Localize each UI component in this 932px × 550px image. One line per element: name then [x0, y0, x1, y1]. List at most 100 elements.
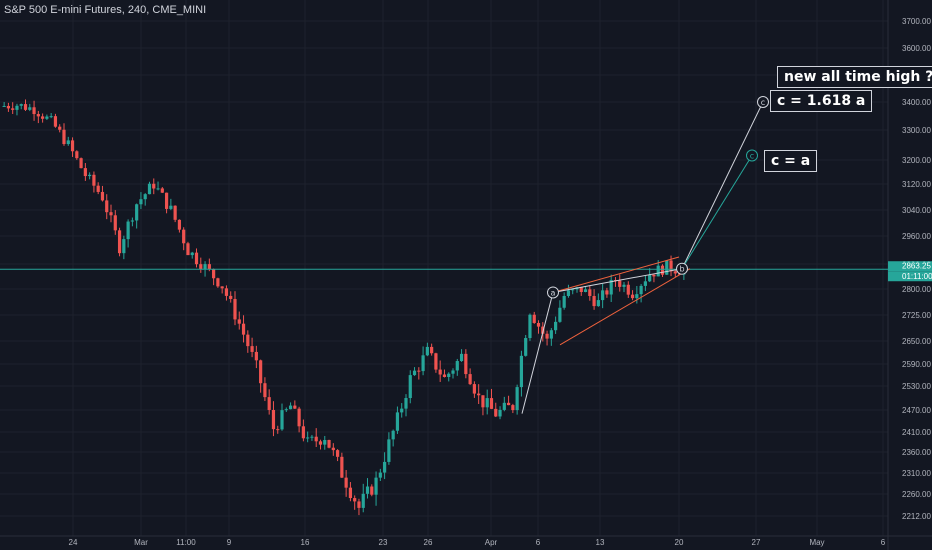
candle-body: [545, 333, 549, 339]
candle-body: [335, 450, 340, 457]
y-tick-label: 2800.00: [902, 285, 931, 294]
wave-c-equal-line: [681, 155, 753, 269]
candle-body: [177, 219, 182, 230]
candle-body: [49, 116, 53, 118]
candle-body: [417, 370, 421, 372]
candle-body: [28, 107, 32, 110]
candle-body: [135, 204, 139, 221]
y-tick-label: 3200.00: [902, 156, 931, 165]
candle-body: [92, 174, 96, 186]
y-tick-label: 2725.00: [902, 311, 931, 320]
x-tick-label: 24: [69, 538, 78, 547]
candle-body: [220, 286, 224, 289]
candle-body: [464, 353, 468, 375]
x-tick-label: 23: [379, 538, 388, 547]
candle-body: [421, 355, 425, 372]
candle-body: [23, 104, 28, 110]
current-price-label: 2863.25: [902, 262, 931, 271]
countdown-badge: [888, 271, 932, 282]
candle-body: [271, 409, 276, 430]
candle-body: [45, 116, 49, 119]
y-tick-label: 3040.00: [902, 206, 931, 215]
candle-body: [468, 374, 472, 385]
x-tick-label: 16: [301, 538, 310, 547]
candle-body: [395, 412, 400, 431]
candle-body: [306, 437, 310, 439]
candle-body: [554, 321, 558, 331]
candle-body: [246, 334, 250, 347]
candle-body: [536, 322, 541, 327]
candle-body: [32, 107, 36, 115]
candle-body: [365, 486, 370, 494]
y-tick-label: 3300.00: [902, 126, 931, 135]
candle-body: [15, 105, 19, 110]
candle-body: [370, 486, 374, 495]
wave-label-c-1618-circle: [757, 96, 769, 108]
candle-body: [6, 105, 11, 109]
x-tick-label: 26: [424, 538, 433, 547]
countdown-label: 01:11:00: [902, 272, 932, 281]
candle-body: [207, 264, 211, 270]
candle-body: [549, 330, 553, 339]
candle-body: [596, 300, 600, 307]
candle-body: [639, 285, 643, 295]
candle-body: [579, 287, 583, 292]
candle-body: [387, 439, 391, 462]
candle-body: [276, 429, 280, 431]
candle-body: [19, 104, 23, 106]
candle-body: [169, 205, 173, 209]
candle-body: [438, 369, 442, 375]
candle-body: [374, 477, 378, 495]
wave-label-a-circle: [547, 286, 559, 299]
candle-body: [2, 105, 6, 107]
y-tick-label: 2960.00: [902, 232, 931, 241]
candle-body: [186, 243, 190, 256]
candle-body: [259, 360, 263, 384]
candle-body: [506, 402, 511, 406]
candle-body: [434, 353, 438, 370]
y-tick-label: 2260.00: [902, 490, 931, 499]
candle-body: [79, 158, 83, 169]
candle-body: [515, 387, 519, 411]
y-tick-label: 2470.00: [902, 406, 931, 415]
candle-body: [323, 439, 327, 445]
candle-body: [378, 472, 382, 478]
candle-body: [241, 323, 246, 335]
x-tick-label: 9: [227, 538, 232, 547]
candle-body: [455, 361, 459, 371]
candle-body: [630, 294, 635, 299]
candle-body: [182, 229, 186, 244]
candle-body: [430, 346, 434, 354]
y-tick-label: 2310.00: [902, 469, 931, 478]
candle-body: [558, 307, 562, 322]
wave-label-b: b: [679, 265, 684, 274]
candle-body: [451, 370, 455, 374]
candle-body: [643, 281, 647, 286]
candle-body: [212, 269, 216, 279]
candle-body: [122, 239, 126, 254]
candle-body: [224, 288, 229, 296]
candle-body: [635, 294, 639, 299]
x-tick-label: 27: [752, 538, 761, 547]
candle-body: [571, 289, 575, 291]
candle-body: [524, 338, 528, 356]
candle-body: [301, 426, 305, 439]
candle-body: [511, 405, 515, 411]
candle-body: [11, 108, 15, 110]
candle-body: [100, 191, 105, 201]
x-tick-label: 6: [536, 538, 541, 547]
y-tick-label: 3120.00: [902, 180, 931, 189]
candle-body: [673, 271, 677, 274]
candle-body: [263, 383, 267, 398]
candle-body: [327, 439, 331, 448]
candle-body: [618, 280, 622, 287]
y-tick-label: 2212.00: [902, 512, 931, 521]
candle-body: [331, 447, 335, 451]
candle-body: [344, 477, 348, 488]
candle-body: [532, 314, 536, 323]
candle-body: [652, 274, 656, 277]
candle-body: [609, 280, 613, 295]
candle-body: [498, 409, 502, 417]
candle-body: [117, 230, 122, 254]
candle-body: [447, 373, 451, 377]
